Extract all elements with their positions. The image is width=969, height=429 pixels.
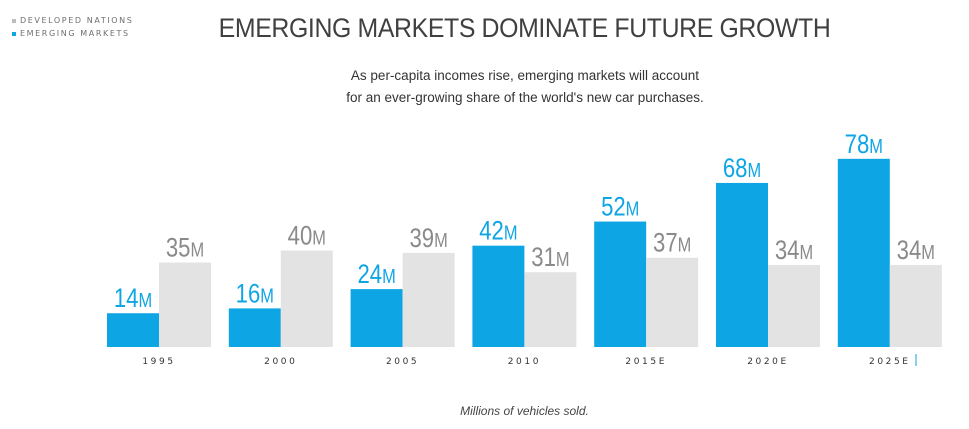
subtitle-line-1: As per-capita incomes rise, emerging mar… (350, 68, 700, 83)
bar-developed-2000 (280, 250, 333, 347)
bar-emerging-2005 (350, 289, 403, 347)
data-label-developed-2005: 39M (409, 224, 447, 254)
data-label-emerging-1995: 14M (114, 284, 152, 314)
bar-emerging-2025E (837, 158, 890, 347)
legend-item-developed: DEVELOPED NATIONS (12, 14, 133, 27)
x-tick-label-2020E: 2020E (747, 357, 789, 367)
chart-title: EMERGING MARKETS DOMINATE FUTURE GROWTH (218, 13, 831, 43)
data-label-developed-2010: 31M (531, 243, 569, 273)
bar-developed-2015E (646, 257, 699, 347)
bar-developed-2025E (889, 264, 942, 347)
bar-developed-2010 (524, 272, 577, 347)
legend-item-emerging: EMERGING MARKETS (12, 27, 133, 40)
data-label-emerging-2015E: 52M (601, 193, 639, 223)
bar-emerging-2020E (716, 182, 768, 347)
bar-developed-2005 (402, 252, 455, 347)
legend-swatch-emerging (12, 31, 16, 36)
x-tick-label-2005: 2005 (386, 357, 419, 367)
bar-emerging-2015E (594, 221, 647, 347)
data-label-emerging-2025E: 78M (845, 130, 883, 160)
data-label-developed-2025E: 34M (897, 236, 935, 266)
legend-label-developed: DEVELOPED NATIONS (20, 16, 134, 25)
chart-footnote: Millions of vehicles sold. (460, 404, 589, 418)
x-tick-label-2010: 2010 (508, 357, 541, 367)
bar-emerging-1995 (107, 313, 159, 347)
x-tick-label-1995: 1995 (142, 357, 175, 367)
x-tick-label-2025E: 2025E (869, 357, 911, 367)
data-label-developed-2000: 40M (288, 222, 326, 252)
data-label-emerging-2005: 24M (357, 260, 395, 290)
chart-subtitle: As per-capita incomes rise, emerging mar… (300, 65, 750, 109)
subtitle-line-2: for an ever-growing share of the world's… (346, 90, 704, 105)
x-tick-label-2000: 2000 (264, 357, 297, 367)
legend: DEVELOPED NATIONS EMERGING MARKETS (12, 14, 133, 40)
bar-emerging-2010 (472, 245, 525, 347)
legend-label-emerging: EMERGING MARKETS (20, 29, 130, 38)
legend-swatch-developed (12, 18, 16, 23)
bar-developed-1995 (159, 262, 211, 347)
x-tick-label-2015E: 2015E (625, 357, 667, 367)
data-label-developed-1995: 35M (166, 234, 204, 264)
bar-developed-2020E (768, 264, 820, 347)
data-label-emerging-2020E: 68M (723, 154, 761, 184)
data-label-developed-2015E: 37M (653, 229, 691, 259)
data-label-emerging-2000: 16M (236, 279, 274, 309)
data-label-developed-2020E: 34M (775, 236, 813, 266)
data-label-emerging-2010: 42M (479, 217, 517, 247)
bar-emerging-2000 (228, 308, 281, 347)
